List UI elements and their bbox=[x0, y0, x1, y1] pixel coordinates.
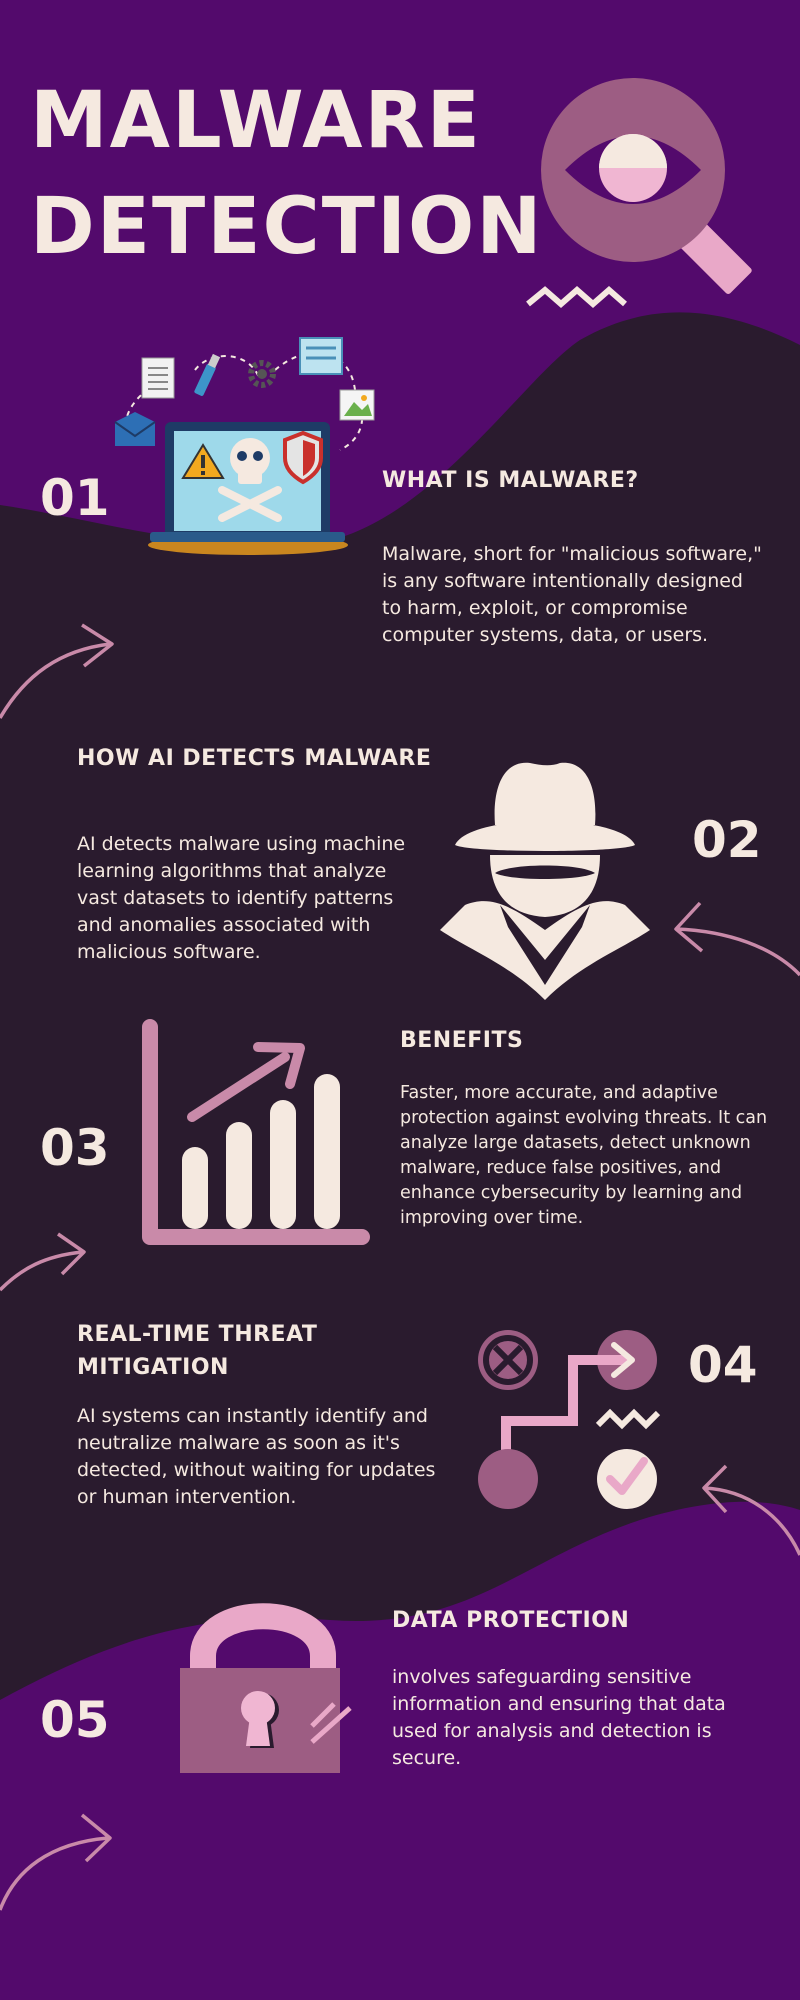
section-04-text: AI systems can instantly identify and ne… bbox=[77, 1405, 436, 1508]
section-05-text: involves safeguarding sensitive informat… bbox=[392, 1666, 726, 1769]
title-line-1: MALWARE bbox=[30, 76, 482, 166]
laptop-malware-icon bbox=[114, 337, 375, 555]
section-04-heading: REAL-TIME THREAT MITIGATION bbox=[77, 1322, 318, 1380]
section-01-text: Malware, short for "malicious software,"… bbox=[382, 543, 762, 646]
spy-icon bbox=[440, 762, 650, 1000]
padlock-icon bbox=[180, 1603, 352, 1773]
section-02-text: AI detects malware using machine learnin… bbox=[77, 833, 406, 963]
curved-arrow-icon bbox=[0, 1813, 112, 1911]
section-03-heading: BENEFITS bbox=[400, 1028, 524, 1053]
curved-arrow-icon bbox=[674, 901, 800, 977]
magnifier-eye-icon bbox=[541, 78, 752, 295]
growth-chart-icon bbox=[142, 1019, 370, 1245]
section-03-number: 03 bbox=[40, 1119, 110, 1177]
title-line-2: DETECTION bbox=[30, 182, 544, 272]
section-05-number: 05 bbox=[40, 1691, 110, 1749]
curved-arrow-icon bbox=[0, 1232, 86, 1292]
section-01-heading: WHAT IS MALWARE? bbox=[382, 468, 639, 493]
section-02-number: 02 bbox=[692, 811, 762, 869]
curved-arrow-icon bbox=[0, 623, 114, 719]
section-01-number: 01 bbox=[40, 469, 110, 527]
process-flow-icon bbox=[478, 1330, 661, 1509]
section-05-heading: DATA PROTECTION bbox=[392, 1608, 630, 1633]
curved-arrow-icon bbox=[702, 1464, 800, 1556]
zigzag-decoration bbox=[526, 286, 627, 308]
section-03-text: Faster, more accurate, and adaptive prot… bbox=[400, 1083, 768, 1229]
section-04-number: 04 bbox=[688, 1336, 758, 1394]
section-02-heading: HOW AI DETECTS MALWARE bbox=[77, 746, 432, 771]
